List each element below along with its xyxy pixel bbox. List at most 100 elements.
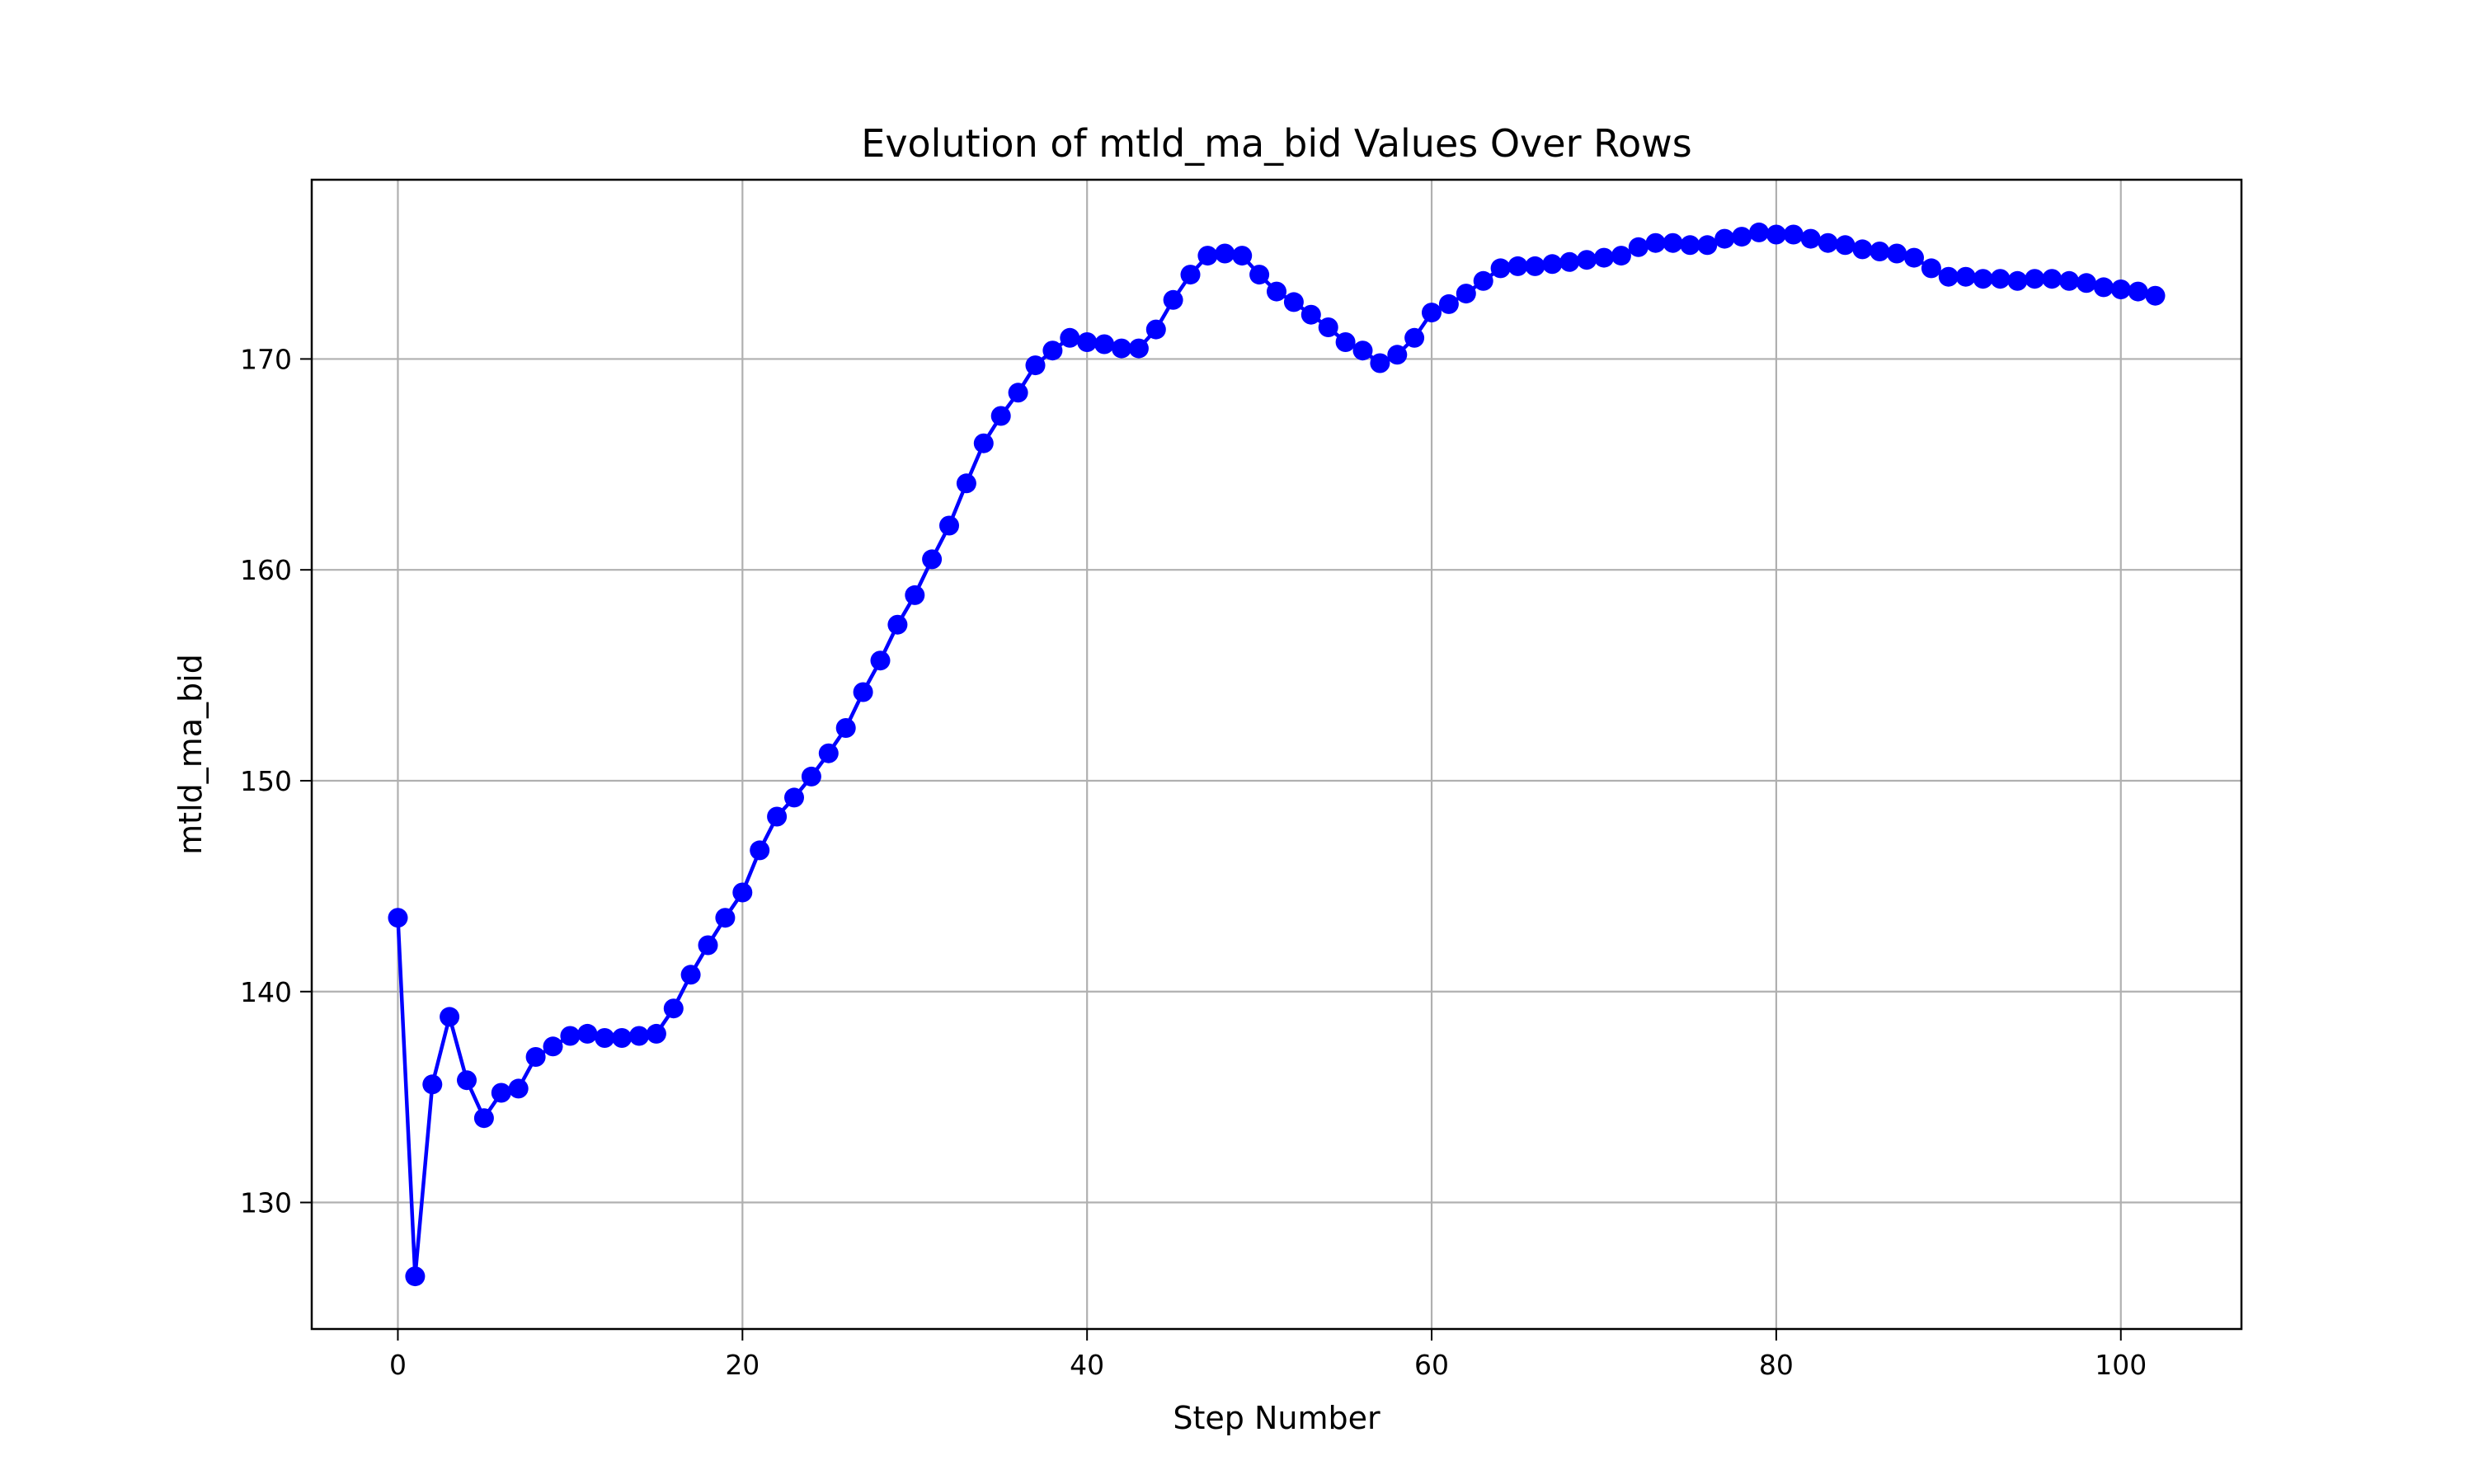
y-tick-label: 150 bbox=[240, 765, 292, 797]
data-point bbox=[2025, 269, 2045, 289]
data-point bbox=[1835, 235, 1856, 256]
data-point bbox=[457, 1070, 477, 1091]
data-point bbox=[818, 743, 839, 763]
data-point bbox=[1818, 232, 1838, 253]
data-point bbox=[990, 406, 1011, 426]
data-point bbox=[1990, 269, 2011, 289]
data-point bbox=[2145, 285, 2166, 306]
data-point bbox=[1938, 266, 1959, 287]
data-point bbox=[491, 1082, 511, 1103]
data-point bbox=[767, 806, 788, 827]
x-tick-label: 100 bbox=[2095, 1349, 2147, 1381]
data-point bbox=[2042, 269, 2062, 289]
data-point bbox=[1594, 247, 1614, 268]
data-point bbox=[784, 787, 804, 808]
data-point bbox=[1112, 338, 1131, 359]
data-point bbox=[1663, 232, 1683, 253]
data-point bbox=[1887, 243, 1907, 264]
x-tick-label: 20 bbox=[725, 1349, 760, 1381]
data-point bbox=[1387, 345, 1408, 365]
data-point bbox=[1783, 224, 1804, 245]
y-axis-label: mtld_ma_bid bbox=[172, 654, 209, 855]
data-point bbox=[1060, 327, 1080, 348]
data-point bbox=[1852, 239, 1873, 260]
data-point bbox=[801, 766, 821, 787]
data-point bbox=[1680, 235, 1700, 256]
data-point bbox=[973, 433, 994, 453]
data-point bbox=[1577, 250, 1597, 270]
data-point bbox=[663, 998, 684, 1019]
y-tick-label: 140 bbox=[240, 976, 292, 1008]
y-tick-label: 170 bbox=[240, 343, 292, 375]
data-point bbox=[680, 965, 701, 985]
grid bbox=[312, 180, 2241, 1329]
data-point bbox=[1628, 237, 1649, 257]
data-point bbox=[1077, 332, 1098, 352]
data-point bbox=[1300, 304, 1321, 325]
data-point bbox=[1197, 246, 1218, 266]
data-point bbox=[1128, 338, 1149, 359]
data-point bbox=[939, 515, 959, 536]
data-point bbox=[1008, 383, 1028, 403]
data-point bbox=[956, 473, 976, 494]
data-point bbox=[2059, 270, 2080, 291]
data-point bbox=[1232, 246, 1253, 266]
data-point bbox=[543, 1036, 563, 1057]
data-point bbox=[1094, 334, 1115, 355]
data-point bbox=[2093, 277, 2114, 298]
data-point bbox=[1800, 228, 1821, 249]
data-point bbox=[2110, 279, 2131, 299]
data-point bbox=[1335, 332, 1356, 352]
data-point bbox=[1267, 281, 1286, 302]
data-point bbox=[473, 1108, 494, 1129]
data-point bbox=[388, 908, 408, 928]
data-point bbox=[1456, 284, 1476, 304]
data-point bbox=[560, 1026, 581, 1046]
data-point bbox=[922, 549, 943, 570]
data-point bbox=[1438, 294, 1459, 314]
data-point bbox=[1732, 227, 1752, 247]
data-point bbox=[1249, 265, 1270, 285]
data-point bbox=[1611, 246, 1631, 266]
data-point bbox=[1025, 355, 1046, 376]
data-point bbox=[1473, 270, 1493, 291]
data-point bbox=[1318, 317, 1338, 337]
data-point bbox=[905, 585, 925, 605]
data-point bbox=[1352, 340, 1373, 361]
x-tick-label: 40 bbox=[1070, 1349, 1104, 1381]
data-point bbox=[1525, 256, 1545, 276]
data-point bbox=[1714, 228, 1735, 249]
data-point bbox=[1422, 303, 1442, 323]
data-point bbox=[1749, 222, 1769, 242]
data-point bbox=[629, 1026, 649, 1046]
data-point bbox=[1404, 327, 1425, 348]
chart-title: Evolution of mtld_ma_bid Values Over Row… bbox=[861, 121, 1692, 166]
data-point bbox=[1973, 269, 1993, 289]
data-point bbox=[750, 840, 770, 861]
x-tick-label: 80 bbox=[1759, 1349, 1794, 1381]
data-point bbox=[1370, 353, 1390, 373]
data-point bbox=[508, 1078, 529, 1099]
data-point bbox=[1180, 265, 1201, 285]
data-point bbox=[595, 1028, 615, 1048]
data-point bbox=[1215, 243, 1235, 264]
data-point bbox=[1145, 319, 1166, 340]
data-point bbox=[2128, 281, 2148, 302]
data-point bbox=[1507, 256, 1528, 276]
data-point bbox=[853, 682, 873, 702]
data-point bbox=[1645, 232, 1666, 253]
data-point bbox=[1921, 258, 1941, 279]
data-point bbox=[2007, 270, 2028, 291]
series-mtld-ma-bid bbox=[388, 222, 2166, 1287]
data-point bbox=[1542, 254, 1563, 275]
data-point bbox=[1283, 292, 1304, 312]
data-point bbox=[698, 935, 718, 956]
data-point bbox=[525, 1047, 546, 1067]
data-point bbox=[440, 1007, 460, 1027]
x-axis-label: Step Number bbox=[1173, 1400, 1380, 1436]
plot-area-frame bbox=[310, 178, 2243, 1331]
x-tick-label: 0 bbox=[389, 1349, 407, 1381]
data-point bbox=[646, 1023, 666, 1044]
data-point bbox=[870, 650, 891, 671]
